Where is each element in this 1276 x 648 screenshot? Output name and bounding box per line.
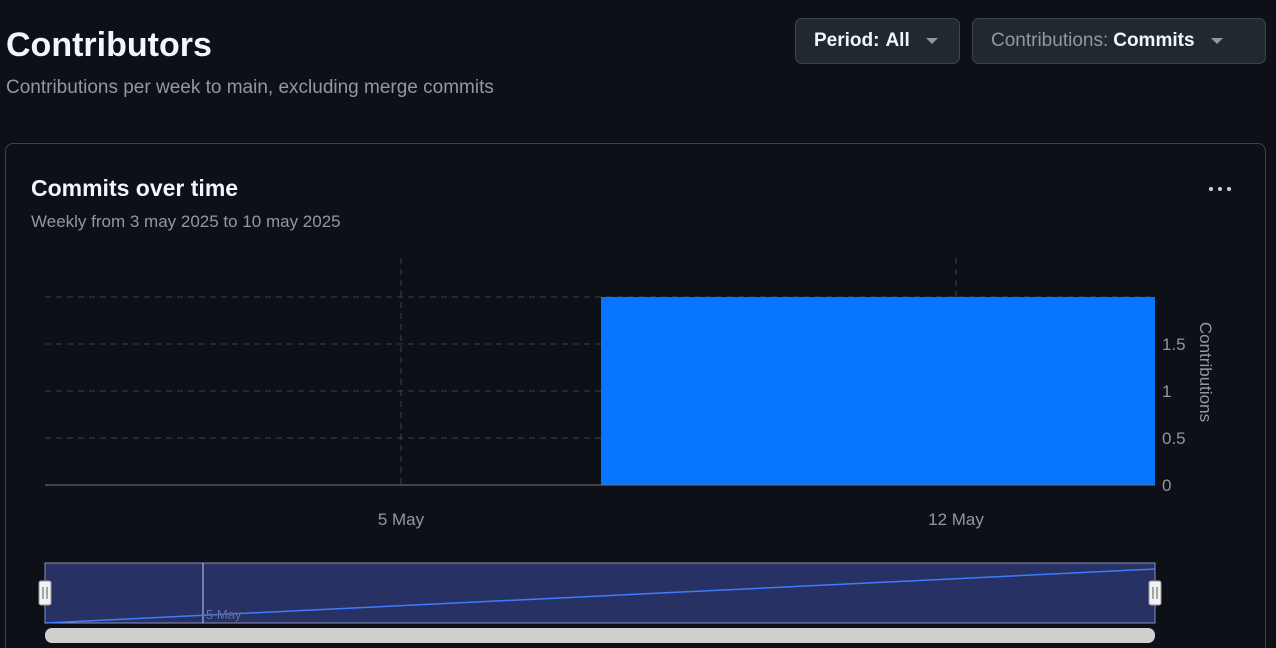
- contributions-value: Commits: [1113, 30, 1195, 51]
- commits-chart-card: Commits over time Weekly from 3 may 2025…: [5, 143, 1266, 648]
- card-subtitle: Weekly from 3 may 2025 to 10 may 2025: [31, 212, 341, 231]
- page-title: Contributors: [6, 26, 212, 64]
- page-subtitle: Contributions per week to main, excludin…: [6, 77, 494, 98]
- contributions-dropdown[interactable]: Contributions: Commits: [972, 18, 1266, 64]
- contributions-prefix: Contributions:: [991, 30, 1109, 51]
- kebab-horizontal-icon[interactable]: [1204, 180, 1236, 198]
- chevron-down-icon: [1210, 38, 1223, 44]
- period-prefix: Period:: [814, 30, 880, 51]
- period-dropdown[interactable]: Period: All: [795, 18, 960, 64]
- chevron-down-icon: [925, 38, 938, 44]
- period-value: All: [885, 30, 910, 51]
- card-title: Commits over time: [31, 175, 239, 201]
